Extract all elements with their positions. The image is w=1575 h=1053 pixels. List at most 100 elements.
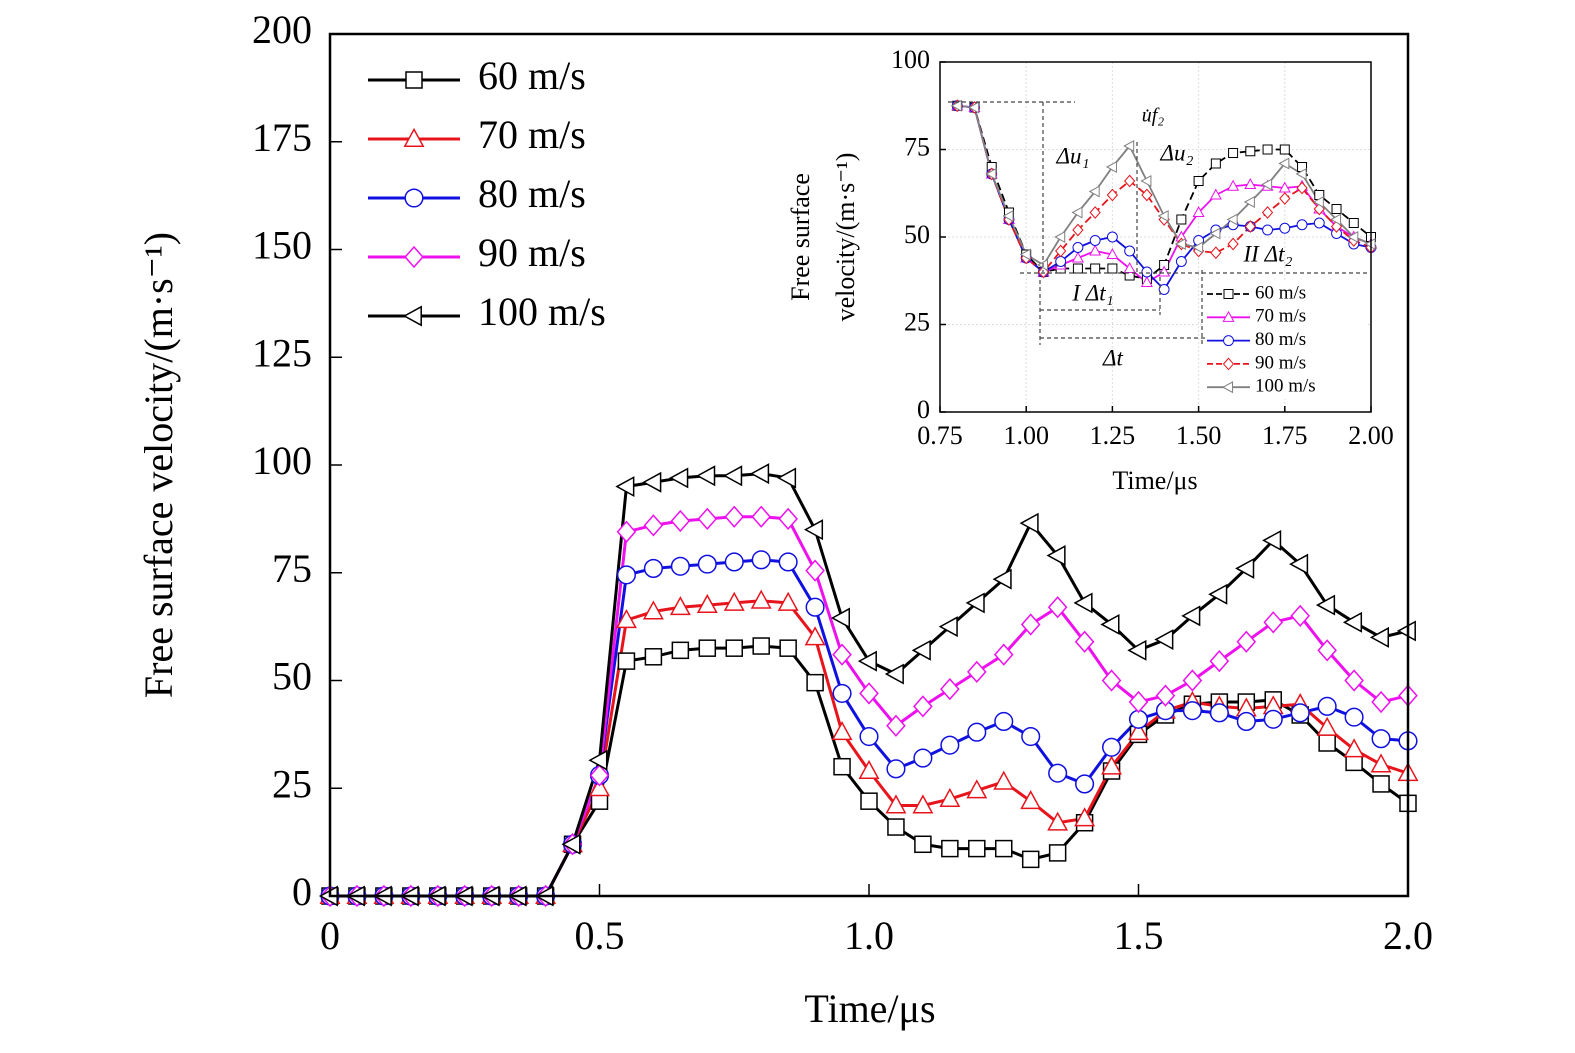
marker bbox=[589, 764, 610, 787]
marker bbox=[887, 818, 905, 836]
marker bbox=[1263, 611, 1284, 634]
marker bbox=[1102, 737, 1122, 757]
marker bbox=[884, 663, 904, 685]
marker bbox=[561, 833, 581, 855]
marker bbox=[1223, 289, 1234, 299]
marker bbox=[1245, 146, 1256, 157]
marker bbox=[1072, 263, 1083, 274]
marker bbox=[615, 476, 635, 498]
marker bbox=[1348, 218, 1359, 228]
marker bbox=[805, 559, 825, 582]
marker bbox=[1072, 223, 1084, 237]
marker bbox=[1235, 557, 1255, 579]
marker bbox=[1071, 251, 1084, 263]
legend-bg bbox=[1203, 282, 1367, 306]
marker bbox=[1123, 262, 1136, 274]
marker bbox=[1278, 181, 1291, 193]
x-tick-label: 1.5 bbox=[1114, 913, 1164, 958]
marker bbox=[1174, 237, 1186, 251]
marker bbox=[995, 839, 1013, 858]
marker bbox=[1312, 195, 1324, 209]
marker bbox=[938, 616, 958, 638]
marker bbox=[1209, 649, 1230, 673]
marker bbox=[1262, 144, 1273, 155]
marker bbox=[671, 641, 690, 660]
marker bbox=[966, 779, 988, 799]
marker bbox=[1020, 613, 1041, 636]
marker bbox=[1072, 242, 1084, 253]
marker bbox=[1227, 237, 1239, 251]
marker bbox=[1209, 188, 1222, 200]
legend-label: 70 m/s bbox=[478, 112, 586, 157]
marker bbox=[833, 757, 851, 776]
marker bbox=[698, 639, 717, 657]
marker bbox=[1020, 790, 1042, 810]
marker bbox=[644, 648, 663, 666]
marker bbox=[1019, 512, 1039, 534]
marker bbox=[805, 597, 825, 617]
marker bbox=[616, 565, 637, 585]
marker bbox=[1344, 707, 1364, 727]
marker bbox=[913, 748, 933, 768]
x-tick-label: 1.0 bbox=[844, 913, 894, 958]
marker bbox=[1048, 763, 1068, 783]
annotation: u̇f₂ bbox=[1142, 105, 1165, 127]
marker bbox=[1055, 256, 1067, 267]
marker bbox=[1236, 711, 1256, 731]
marker bbox=[1278, 157, 1290, 170]
x-tick-label: 1.00 bbox=[1003, 421, 1049, 450]
legend-label: 90 m/s bbox=[478, 230, 586, 275]
marker bbox=[1371, 690, 1391, 714]
marker bbox=[1157, 209, 1169, 223]
marker bbox=[404, 245, 424, 269]
marker bbox=[1158, 265, 1171, 277]
marker bbox=[1243, 195, 1255, 209]
marker bbox=[670, 509, 691, 533]
marker bbox=[1054, 230, 1066, 244]
marker bbox=[1182, 669, 1203, 692]
marker bbox=[1140, 276, 1153, 288]
annotation: I Δt₁ bbox=[1071, 280, 1113, 305]
legend-bg bbox=[1203, 328, 1367, 353]
marker bbox=[1296, 181, 1308, 195]
y-tick-label: 100 bbox=[891, 45, 930, 74]
x-tick-label: 1.50 bbox=[1176, 421, 1222, 450]
marker bbox=[1210, 158, 1221, 169]
marker bbox=[1101, 755, 1123, 775]
marker bbox=[1090, 263, 1101, 274]
marker bbox=[402, 305, 422, 327]
marker bbox=[1193, 176, 1204, 186]
marker bbox=[1141, 266, 1153, 278]
marker bbox=[994, 711, 1014, 731]
marker bbox=[940, 735, 960, 755]
marker bbox=[1071, 206, 1083, 219]
marker bbox=[857, 650, 877, 672]
x-axis-label: Time/μs bbox=[1112, 466, 1197, 495]
marker bbox=[643, 558, 663, 578]
marker bbox=[1223, 335, 1234, 347]
inset-plot: 0 25 50 75 100 0.75 1.00 1.25 1.50 1.75 2.00 Time/μ… bbox=[786, 45, 1394, 495]
marker bbox=[1089, 206, 1101, 219]
marker bbox=[1089, 244, 1102, 256]
y-tick-label: 0 bbox=[917, 395, 930, 424]
marker bbox=[1047, 811, 1069, 831]
marker bbox=[1371, 729, 1391, 749]
y-tick-label: 75 bbox=[904, 132, 930, 161]
marker bbox=[1002, 209, 1014, 223]
marker bbox=[1182, 701, 1202, 721]
marker bbox=[1244, 178, 1257, 190]
marker bbox=[696, 465, 716, 487]
marker bbox=[1128, 721, 1149, 741]
y-axis-label: velocity/(m·s⁻¹) bbox=[831, 153, 860, 322]
marker bbox=[1046, 545, 1066, 566]
legend-label: 90 m/s bbox=[1255, 352, 1306, 373]
marker bbox=[1330, 213, 1342, 226]
marker bbox=[724, 552, 744, 572]
marker bbox=[617, 652, 636, 670]
y-tick-label: 25 bbox=[904, 307, 930, 336]
marker bbox=[1107, 263, 1118, 274]
marker bbox=[1344, 669, 1364, 692]
marker bbox=[1101, 669, 1122, 692]
marker bbox=[669, 596, 691, 616]
